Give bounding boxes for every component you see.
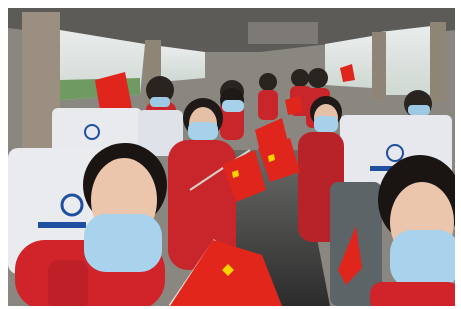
- curtain: [430, 22, 446, 102]
- curtain: [372, 32, 386, 100]
- bus-photo: [0, 0, 461, 309]
- scene: [8, 8, 461, 309]
- window: [160, 46, 205, 82]
- ceiling-panel: [248, 22, 318, 44]
- page: [0, 0, 461, 309]
